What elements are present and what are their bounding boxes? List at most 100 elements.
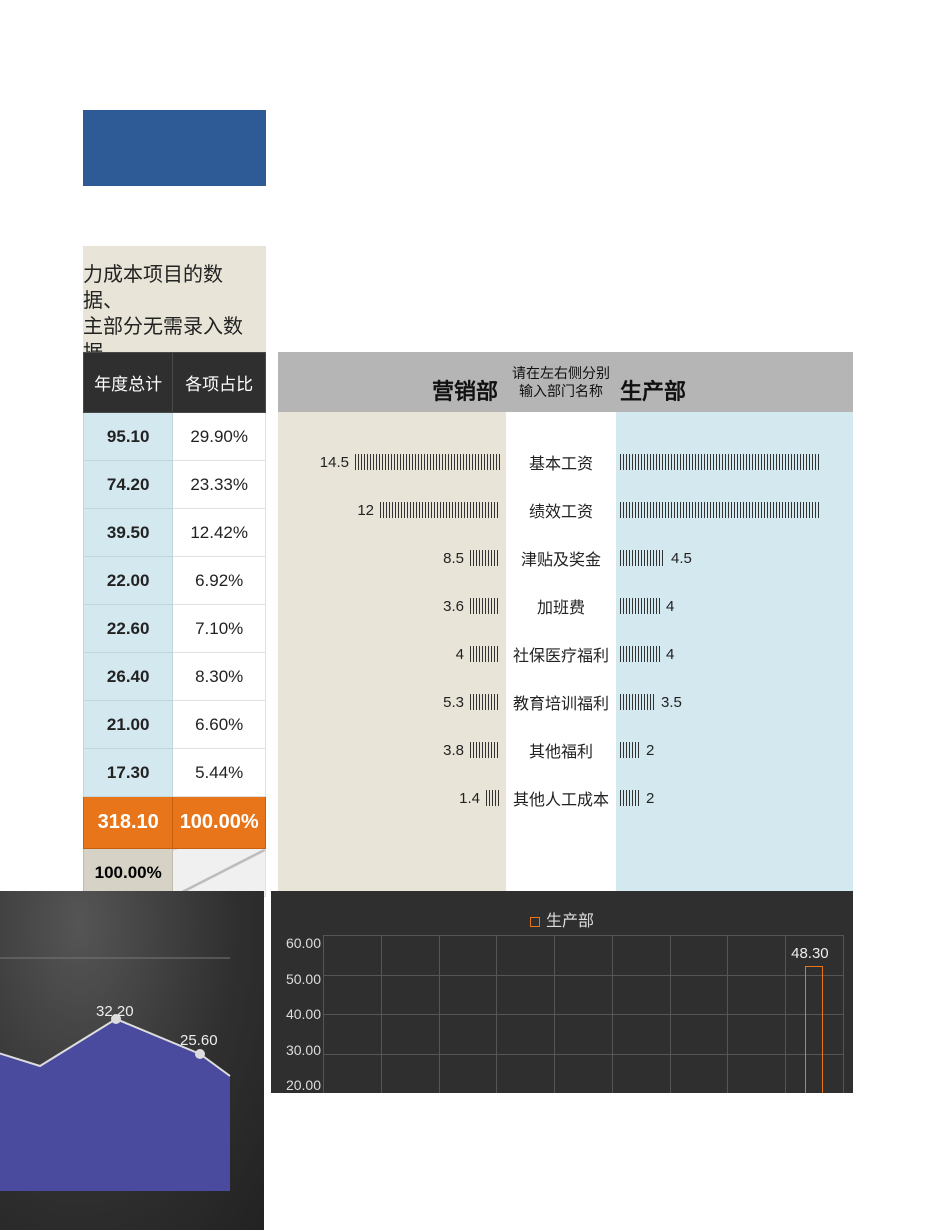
cell-pct: 6.60% <box>173 701 266 749</box>
legend-label: 生产部 <box>546 913 594 930</box>
grid-vline <box>612 935 613 1093</box>
grid-vline <box>785 935 786 1093</box>
comp-right-value: 2 <box>646 790 654 807</box>
comp-right-bar <box>620 550 665 566</box>
comp-right-col: 4.5443.522 <box>616 412 853 891</box>
comp-right-bar <box>620 598 660 614</box>
bar-grid: 48.30 <box>323 935 843 1093</box>
comp-left-value: 3.8 <box>443 742 464 759</box>
table-row: 26.408.30% <box>84 653 266 701</box>
comp-left-bar <box>470 742 500 758</box>
bar-legend: 生产部 <box>271 907 853 931</box>
comp-left-value: 4 <box>456 646 464 663</box>
cell-pct: 12.42% <box>173 509 266 557</box>
grid-vline <box>323 935 324 1093</box>
grid-vline <box>381 935 382 1093</box>
grid-vline <box>727 935 728 1093</box>
table-row: 74.2023.33% <box>84 461 266 509</box>
bar-chart: 生产部 60.0050.0040.0030.0020.00 48.30 <box>271 891 853 1093</box>
table-row: 21.006.60% <box>84 701 266 749</box>
comp-left-row: 5.3 <box>278 678 506 726</box>
grid-hline <box>323 975 843 976</box>
comp-right-bar <box>620 646 660 662</box>
comp-left-row: 4 <box>278 630 506 678</box>
sum-total: 318.10 <box>84 797 173 849</box>
cell-pct: 23.33% <box>173 461 266 509</box>
comp-left-row: 1.4 <box>278 774 506 822</box>
table-row: 39.5012.42% <box>84 509 266 557</box>
comp-right-bar <box>620 742 640 758</box>
comp-left-title: 营销部 <box>278 352 506 412</box>
grid-vline <box>843 935 844 1093</box>
comp-right-bar <box>620 454 820 470</box>
foot-pct: 100.00% <box>84 849 173 897</box>
comp-right-row: 2 <box>616 774 853 822</box>
cell-pct: 7.10% <box>173 605 266 653</box>
grid-vline <box>554 935 555 1093</box>
cell-pct: 8.30% <box>173 653 266 701</box>
comp-category-label: 其他人工成本 <box>506 774 616 822</box>
comp-left-bar <box>355 454 500 470</box>
blue-block <box>83 110 266 186</box>
comp-right-value: 4 <box>666 598 674 615</box>
foot-blank <box>173 849 266 897</box>
comp-left-row: 8.5 <box>278 534 506 582</box>
table-row: 17.305.44% <box>84 749 266 797</box>
cell-pct: 29.90% <box>173 413 266 461</box>
comp-category-label: 教育培训福利 <box>506 678 616 726</box>
comp-left-bar <box>470 646 500 662</box>
comp-left-value: 1.4 <box>459 790 480 807</box>
cell-total: 22.60 <box>84 605 173 653</box>
comp-category-label: 加班费 <box>506 582 616 630</box>
area-point-label: 25.60 <box>180 1032 218 1049</box>
comp-right-value: 2 <box>646 742 654 759</box>
table-row: 22.006.92% <box>84 557 266 605</box>
ytick-label: 40.00 <box>277 1006 321 1022</box>
summary-table: 年度总计 各项占比 95.1029.90%74.2023.33%39.5012.… <box>83 352 266 897</box>
comp-right-bar <box>620 502 820 518</box>
comp-left-row: 14.5 <box>278 438 506 486</box>
description-block: 力成本项目的数据、 主部分无需录入数据 可。 <box>83 246 266 352</box>
comp-right-value: 3.5 <box>661 694 682 711</box>
ytick-label: 20.00 <box>277 1077 321 1093</box>
grid-hline <box>323 1054 843 1055</box>
area-point-label: 32.20 <box>96 1003 134 1020</box>
grid-vline <box>670 935 671 1093</box>
comp-left-bar <box>380 502 500 518</box>
comparison-header: 营销部 请在左右侧分别 输入部门名称 生产部 <box>278 352 853 412</box>
table-row: 22.607.10% <box>84 605 266 653</box>
comp-right-row: 2 <box>616 726 853 774</box>
ytick-label: 60.00 <box>277 935 321 951</box>
table-foot-row: 100.00% <box>84 849 266 897</box>
comp-right-bar <box>620 694 655 710</box>
desc-line: 力成本项目的数据、 <box>83 264 223 312</box>
cell-total: 74.20 <box>84 461 173 509</box>
comp-right-bar <box>620 790 640 806</box>
grid-vline <box>496 935 497 1093</box>
bar-value-label: 48.30 <box>791 945 829 962</box>
comp-mid-col: 基本工资绩效工资津贴及奖金加班费社保医疗福利教育培训福利其他福利其他人工成本 <box>506 412 616 891</box>
comp-mid-title: 请在左右侧分别 输入部门名称 <box>506 352 616 412</box>
comp-category-label: 津贴及奖金 <box>506 534 616 582</box>
cell-total: 21.00 <box>84 701 173 749</box>
legend-swatch-icon <box>530 917 540 927</box>
col-total-header: 年度总计 <box>84 353 173 413</box>
comp-right-row <box>616 486 853 534</box>
bar-yaxis: 60.0050.0040.0030.0020.00 <box>277 935 321 1093</box>
comp-left-bar <box>470 694 500 710</box>
comp-right-value: 4 <box>666 646 674 663</box>
comp-category-label: 其他福利 <box>506 726 616 774</box>
sum-pct: 100.00% <box>173 797 266 849</box>
cell-total: 26.40 <box>84 653 173 701</box>
comp-mid-line: 输入部门名称 <box>519 382 603 400</box>
comp-right-row: 4 <box>616 630 853 678</box>
comp-category-label: 绩效工资 <box>506 486 616 534</box>
comp-right-title: 生产部 <box>616 352 853 412</box>
table-header-row: 年度总计 各项占比 <box>84 353 266 413</box>
table-row: 95.1029.90% <box>84 413 266 461</box>
grid-hline <box>323 935 843 936</box>
cell-total: 95.10 <box>84 413 173 461</box>
comp-right-row: 3.5 <box>616 678 853 726</box>
comp-left-value: 8.5 <box>443 550 464 567</box>
comp-left-bar <box>486 790 500 806</box>
